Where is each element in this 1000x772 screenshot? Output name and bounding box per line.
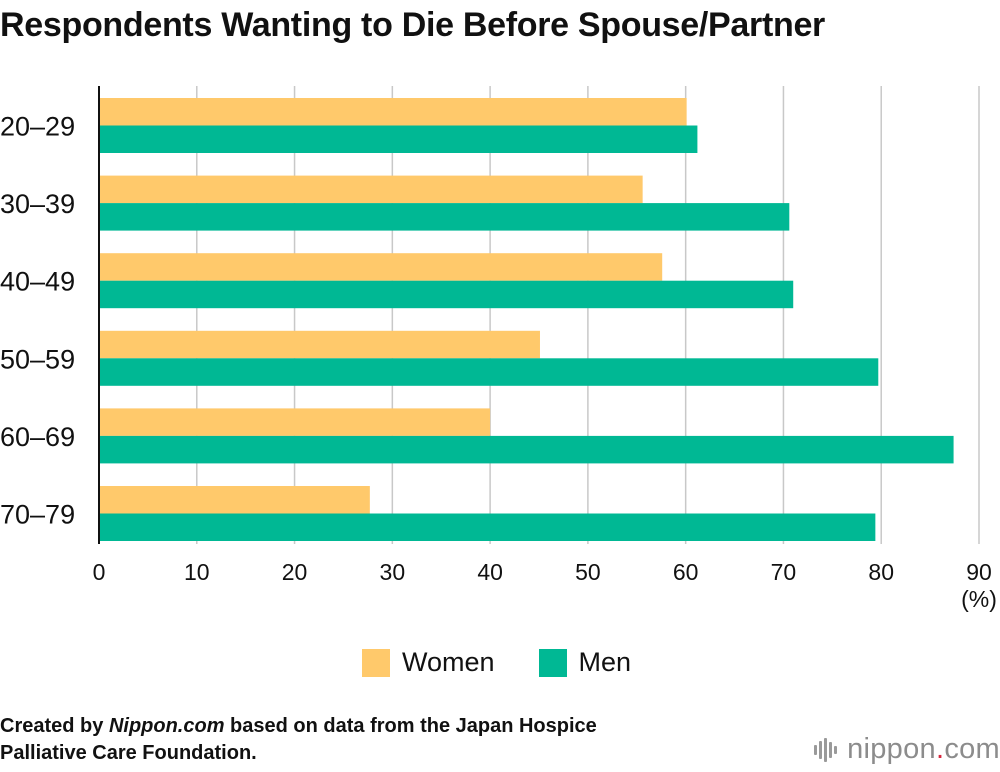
category-label: 40–49 bbox=[0, 267, 75, 297]
legend-label-women: Women bbox=[402, 647, 495, 677]
category-label: 70–79 bbox=[0, 500, 75, 530]
brand-logo: nippon.com bbox=[814, 733, 1000, 766]
bar-men bbox=[99, 513, 876, 541]
legend-swatch-women bbox=[362, 648, 390, 677]
bar-women bbox=[99, 486, 370, 514]
brand-name: nippon bbox=[847, 733, 936, 765]
brand-wordmark: nippon.com bbox=[847, 733, 1000, 766]
sound-wave-icon bbox=[814, 737, 839, 762]
x-tick-label: 30 bbox=[380, 559, 406, 585]
source-note: Created by Nippon.com based on data from… bbox=[0, 713, 597, 767]
x-tick-label: 50 bbox=[575, 559, 601, 585]
x-unit-label: (%) bbox=[961, 586, 997, 612]
bar-women bbox=[99, 175, 643, 204]
bar-women bbox=[99, 98, 687, 126]
chart-legend: Women Men bbox=[362, 647, 675, 678]
bar-women bbox=[99, 253, 663, 281]
bar-women bbox=[99, 330, 540, 359]
bar-men bbox=[99, 435, 954, 464]
category-label: 20–29 bbox=[0, 112, 75, 142]
x-tick-label: 70 bbox=[771, 559, 797, 585]
x-tick-label: 10 bbox=[184, 559, 210, 585]
category-label: 50–59 bbox=[0, 344, 75, 374]
x-tick-label: 40 bbox=[477, 559, 503, 585]
legend-item-men: Men bbox=[538, 647, 632, 678]
bar-men bbox=[99, 358, 879, 386]
x-tick-label: 60 bbox=[673, 559, 699, 585]
legend-item-women: Women bbox=[362, 647, 495, 678]
source-line-1: Created by Nippon.com based on data from… bbox=[0, 713, 597, 740]
legend-swatch-men bbox=[538, 648, 567, 677]
brand-dot: . bbox=[935, 733, 945, 765]
source-suffix: based on data from the Japan Hospice bbox=[224, 715, 597, 737]
source-site-name: Nippon.com bbox=[108, 715, 225, 737]
x-tick-label: 20 bbox=[282, 559, 308, 585]
x-tick-label: 90 bbox=[966, 559, 992, 585]
chart-title: Respondents Wanting to Die Before Spouse… bbox=[0, 6, 825, 44]
bar-women bbox=[99, 408, 491, 436]
bar-men bbox=[99, 125, 698, 153]
bar-men bbox=[99, 280, 794, 309]
legend-label-men: Men bbox=[578, 647, 632, 677]
brand-tld: com bbox=[944, 733, 1000, 765]
category-label: 30–39 bbox=[0, 189, 75, 219]
source-prefix: Created by bbox=[0, 715, 109, 737]
category-label: 60–69 bbox=[0, 422, 75, 452]
x-tick-label: 80 bbox=[868, 559, 894, 585]
bar-men bbox=[99, 203, 790, 231]
bar-chart: 20–29 30–39 40–49 50–59 60–69 70–79 0 10 20 30 40 5… bbox=[0, 86, 997, 612]
source-line-2: Palliative Care Foundation. bbox=[0, 742, 257, 764]
x-tick-label: 0 bbox=[93, 559, 106, 585]
